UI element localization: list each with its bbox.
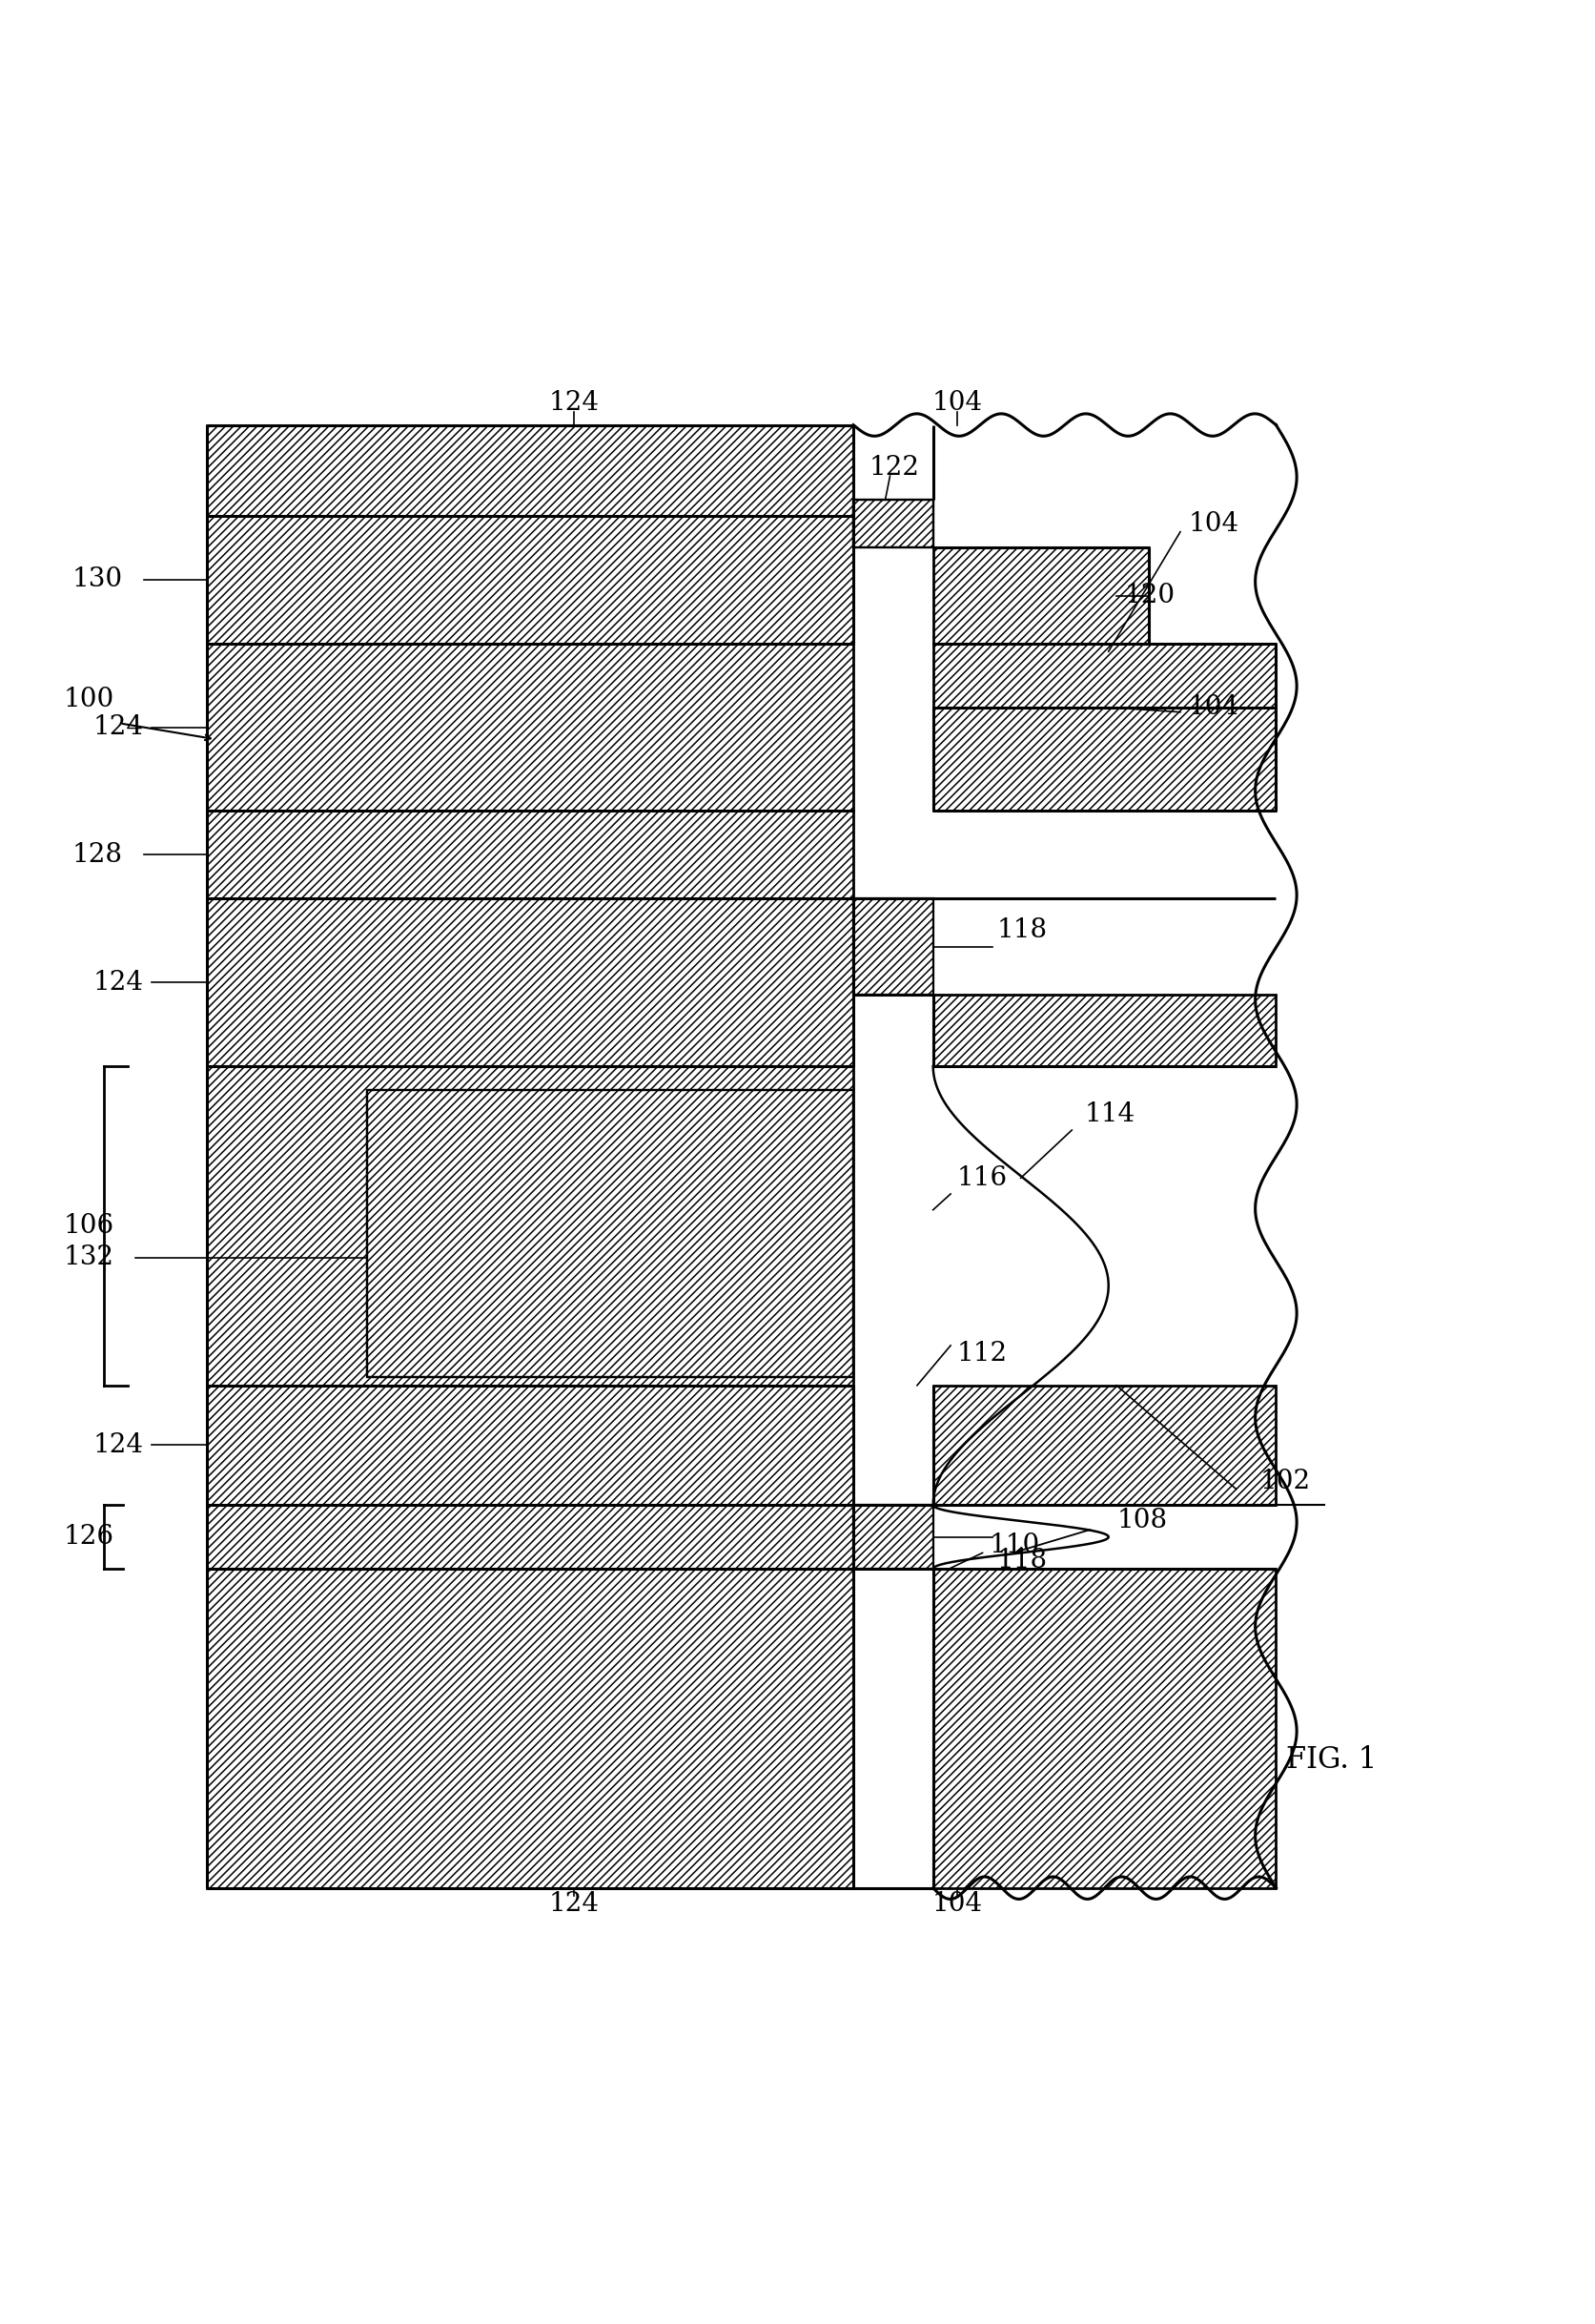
Bar: [853, 500, 933, 548]
Bar: [207, 425, 853, 516]
Text: 130: 130: [72, 567, 123, 593]
Bar: [933, 548, 1148, 644]
Bar: [207, 516, 853, 644]
Bar: [207, 644, 853, 811]
Bar: [207, 811, 853, 899]
Bar: [207, 899, 853, 1067]
Text: 104: 104: [931, 1892, 983, 1917]
Bar: [933, 706, 1276, 811]
Text: 110: 110: [989, 1532, 1040, 1557]
Text: 104: 104: [1188, 695, 1239, 720]
Text: 124: 124: [93, 969, 144, 995]
Text: 124: 124: [93, 713, 144, 739]
Bar: [207, 1385, 853, 1506]
Text: 100: 100: [64, 686, 115, 711]
Text: 126: 126: [64, 1525, 115, 1550]
Text: 108: 108: [1116, 1508, 1168, 1534]
Text: 114: 114: [1085, 1102, 1136, 1127]
Text: 118: 118: [997, 1548, 1048, 1573]
Text: 104: 104: [931, 390, 983, 416]
Text: 116: 116: [957, 1164, 1008, 1190]
Text: 124: 124: [549, 1892, 600, 1917]
Text: 104: 104: [1188, 511, 1239, 537]
Bar: [853, 1506, 933, 1569]
Text: 128: 128: [72, 841, 123, 867]
Bar: [933, 995, 1276, 1067]
Text: 106: 106: [64, 1213, 115, 1239]
Bar: [933, 644, 1276, 706]
Bar: [853, 899, 933, 995]
Bar: [933, 1385, 1276, 1506]
Text: FIG. 1: FIG. 1: [1287, 1745, 1376, 1776]
Text: 124: 124: [549, 390, 600, 416]
Text: 122: 122: [869, 456, 920, 481]
Text: 118: 118: [997, 918, 1048, 944]
Bar: [933, 1569, 1276, 1887]
Text: 132: 132: [64, 1246, 115, 1271]
Text: 124: 124: [93, 1432, 144, 1457]
Bar: [207, 1506, 853, 1569]
Text: 102: 102: [1260, 1469, 1311, 1494]
Text: 112: 112: [957, 1341, 1008, 1367]
Text: 120: 120: [1124, 583, 1176, 609]
Bar: [367, 1090, 853, 1378]
Bar: [207, 1569, 853, 1887]
Bar: [207, 1067, 853, 1385]
